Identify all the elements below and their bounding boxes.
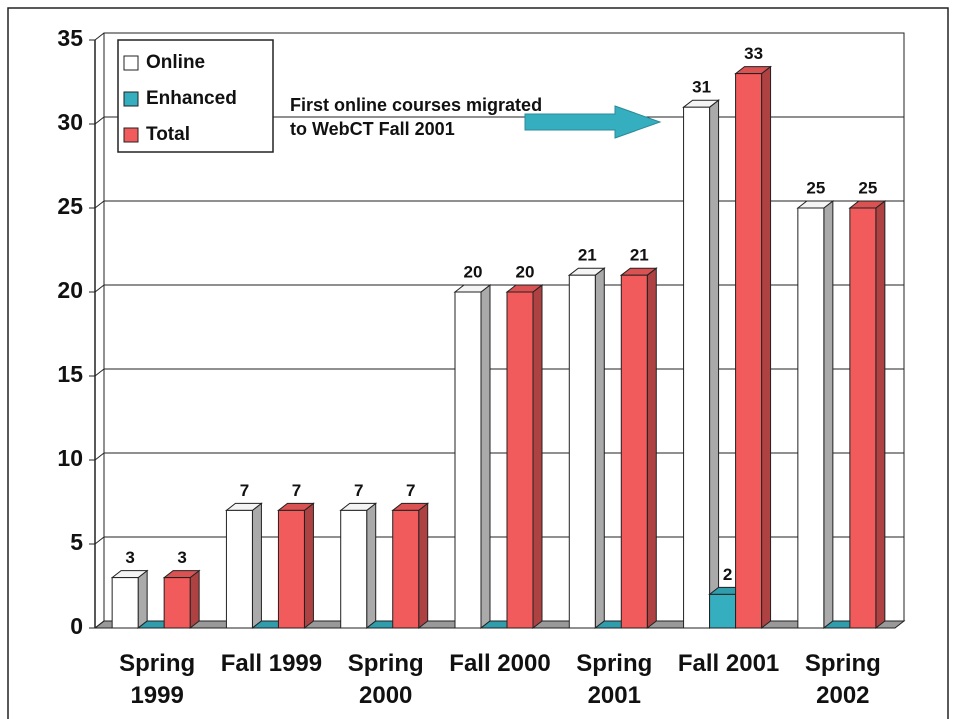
y-tick-label: 15 bbox=[57, 361, 83, 387]
bar-side bbox=[646, 267, 657, 630]
y-tick-label: 25 bbox=[57, 193, 83, 219]
bar bbox=[454, 291, 482, 629]
bar bbox=[797, 207, 825, 629]
y-tick-label: 35 bbox=[57, 25, 83, 51]
legend-label: Total bbox=[146, 124, 190, 145]
y-tick-label: 30 bbox=[57, 109, 83, 135]
data-label: 3 bbox=[125, 548, 134, 567]
grid-line bbox=[94, 620, 105, 629]
bar bbox=[568, 274, 596, 629]
data-label: 25 bbox=[858, 178, 877, 197]
y-tick-label: 20 bbox=[57, 277, 83, 303]
legend-label: Enhanced bbox=[146, 88, 237, 109]
grid-line bbox=[94, 452, 105, 461]
bar-side bbox=[189, 569, 200, 630]
grid-line bbox=[94, 536, 105, 545]
bar-side bbox=[366, 502, 377, 630]
annotation: to WebCT Fall 2001 bbox=[290, 119, 455, 139]
data-label: 7 bbox=[406, 481, 415, 500]
x-tick-label: Fall 2001 bbox=[677, 650, 780, 677]
bar bbox=[340, 509, 368, 629]
bar bbox=[506, 291, 534, 629]
data-label: 25 bbox=[806, 178, 825, 197]
bar-side bbox=[251, 502, 262, 630]
legend-swatch bbox=[123, 55, 139, 71]
legend-box bbox=[117, 39, 274, 153]
bar bbox=[735, 73, 763, 629]
data-label: 31 bbox=[692, 78, 711, 97]
data-label: 7 bbox=[240, 481, 249, 500]
bar-side bbox=[418, 502, 429, 630]
grid-line bbox=[94, 200, 105, 209]
bar bbox=[225, 509, 253, 629]
data-label: 7 bbox=[354, 481, 363, 500]
legend-swatch bbox=[123, 127, 139, 143]
bar-side bbox=[594, 267, 605, 630]
grid-line bbox=[94, 116, 105, 125]
annotation: First online courses migrated bbox=[290, 95, 542, 115]
data-label: 33 bbox=[744, 44, 763, 63]
bar-side bbox=[823, 199, 834, 630]
x-tick-label: Spring 2002 bbox=[804, 650, 881, 709]
bar-side bbox=[875, 199, 886, 630]
grid-line bbox=[94, 368, 105, 377]
bar bbox=[277, 509, 305, 629]
data-label: 21 bbox=[578, 246, 597, 265]
legend-label: Online bbox=[146, 52, 205, 73]
x-tick-label: Spring 2000 bbox=[347, 650, 424, 709]
bar bbox=[392, 509, 420, 629]
y-tick-label: 10 bbox=[57, 445, 83, 471]
x-tick-label: Spring 2001 bbox=[576, 650, 653, 709]
bar bbox=[620, 274, 648, 629]
bar-side bbox=[303, 502, 314, 630]
y-tick-label: 5 bbox=[70, 529, 83, 555]
x-tick-label: Fall 1999 bbox=[220, 650, 323, 677]
data-label: 7 bbox=[292, 481, 301, 500]
data-label: 3 bbox=[177, 548, 186, 567]
bar bbox=[849, 207, 877, 629]
y-tick-label: 0 bbox=[70, 613, 83, 639]
annotation-arrow bbox=[524, 105, 662, 139]
bar bbox=[111, 577, 139, 629]
grid-line bbox=[94, 32, 105, 41]
bar-side bbox=[709, 99, 720, 630]
bar bbox=[683, 106, 711, 629]
data-label: 20 bbox=[516, 262, 535, 281]
x-tick-label: Spring 1999 bbox=[119, 650, 196, 709]
grid-line bbox=[94, 284, 105, 293]
bar-side bbox=[480, 283, 491, 630]
bar bbox=[709, 593, 737, 629]
data-label: 2 bbox=[723, 565, 732, 584]
x-tick-label: Fall 2000 bbox=[449, 650, 551, 677]
legend-swatch bbox=[123, 91, 139, 107]
bar-side bbox=[532, 283, 543, 630]
bar-side bbox=[761, 65, 772, 630]
data-label: 20 bbox=[464, 262, 483, 281]
bar-side bbox=[137, 569, 148, 630]
data-label: 21 bbox=[630, 246, 649, 265]
bar bbox=[163, 577, 191, 629]
frame bbox=[7, 7, 949, 719]
